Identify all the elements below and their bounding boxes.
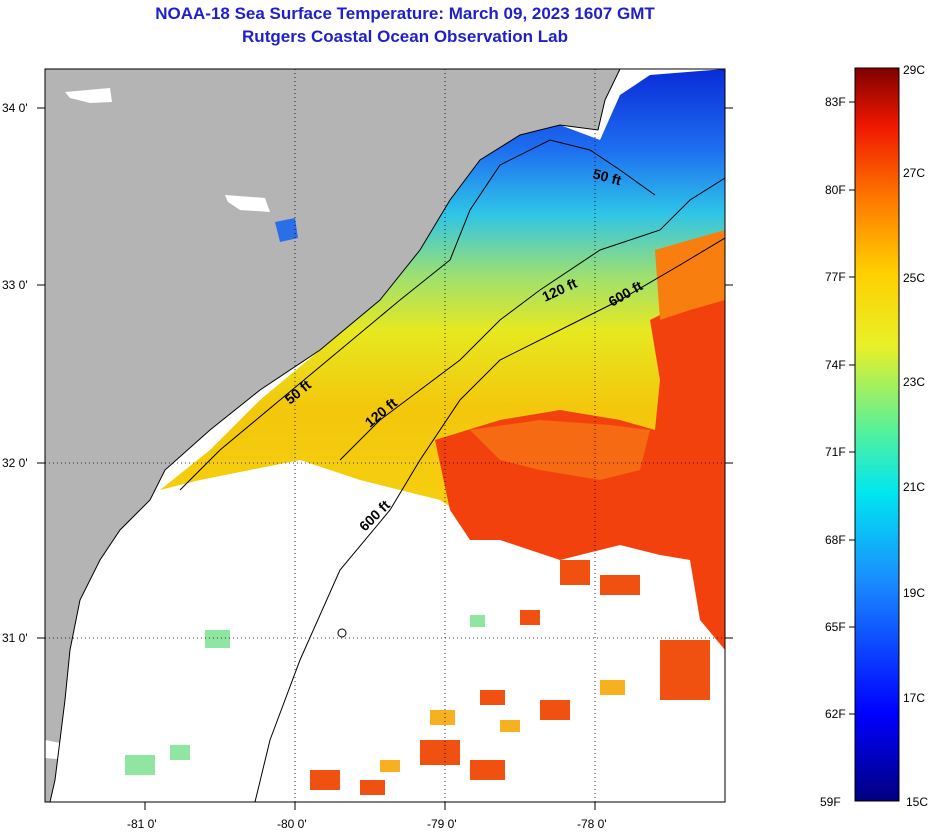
- map-frame: [44, 68, 726, 803]
- contour-120ft: [339, 177, 725, 461]
- lon-label-80: -80 0': [277, 817, 307, 831]
- warm-core-orange: [470, 420, 650, 480]
- colorbar-f-65: 65F: [825, 620, 846, 634]
- scattered-warm-pixels: [310, 560, 710, 795]
- colorbar-c-27: 27C: [903, 166, 925, 180]
- colorbar-f-62: 62F: [825, 707, 846, 721]
- colorbar-c-29: 29C: [903, 63, 925, 77]
- lat-label-34: 34 0': [2, 101, 28, 115]
- map-title: NOAA-18 Sea Surface Temperature: March 0…: [155, 4, 655, 23]
- colorbar-c-21: 21C: [903, 480, 925, 494]
- colorbar-ticks: [849, 101, 855, 715]
- lon-label-79: -79 0': [427, 817, 457, 831]
- contour-island: [337, 628, 347, 638]
- colorbar: [854, 67, 900, 802]
- inland-lake: [275, 218, 298, 242]
- sst-field: [160, 69, 725, 520]
- colorbar-f-74: 74F: [825, 358, 846, 372]
- colorbar-f-77: 77F: [825, 270, 846, 284]
- graticule: [45, 69, 725, 802]
- lat-label-31: 31 0': [2, 631, 28, 645]
- lat-label-32: 32 0': [2, 456, 28, 470]
- scattered-cool-pixels: [125, 615, 485, 775]
- lon-label-81: -81 0': [127, 817, 157, 831]
- lat-label-33: 33 0': [2, 278, 28, 292]
- warm-core-orange-2: [655, 230, 725, 320]
- colorbar-f-83: 83F: [825, 95, 846, 109]
- colorbar-f-59: 59F: [820, 795, 841, 809]
- colorbar-c-25: 25C: [903, 271, 925, 285]
- contour-label-50ft-north: 50 ft: [591, 165, 623, 188]
- colorbar-c-17: 17C: [903, 691, 925, 705]
- axis-ticks: [37, 107, 733, 810]
- land-white-patches: [45, 88, 270, 760]
- colorbar-c-15: 15C: [906, 795, 928, 809]
- scattered-orange-pixels: [380, 680, 625, 772]
- colorbar-c-23: 23C: [903, 375, 925, 389]
- colorbar-c-19: 19C: [903, 586, 925, 600]
- land-mass: [45, 69, 620, 802]
- colorbar-f-68: 68F: [825, 533, 846, 547]
- coastline: [49, 69, 621, 802]
- lon-label-78: -78 0': [577, 817, 607, 831]
- map-subtitle: Rutgers Coastal Ocean Observation Lab: [242, 27, 568, 46]
- colorbar-f-71: 71F: [825, 445, 846, 459]
- colorbar-f-80: 80F: [825, 183, 846, 197]
